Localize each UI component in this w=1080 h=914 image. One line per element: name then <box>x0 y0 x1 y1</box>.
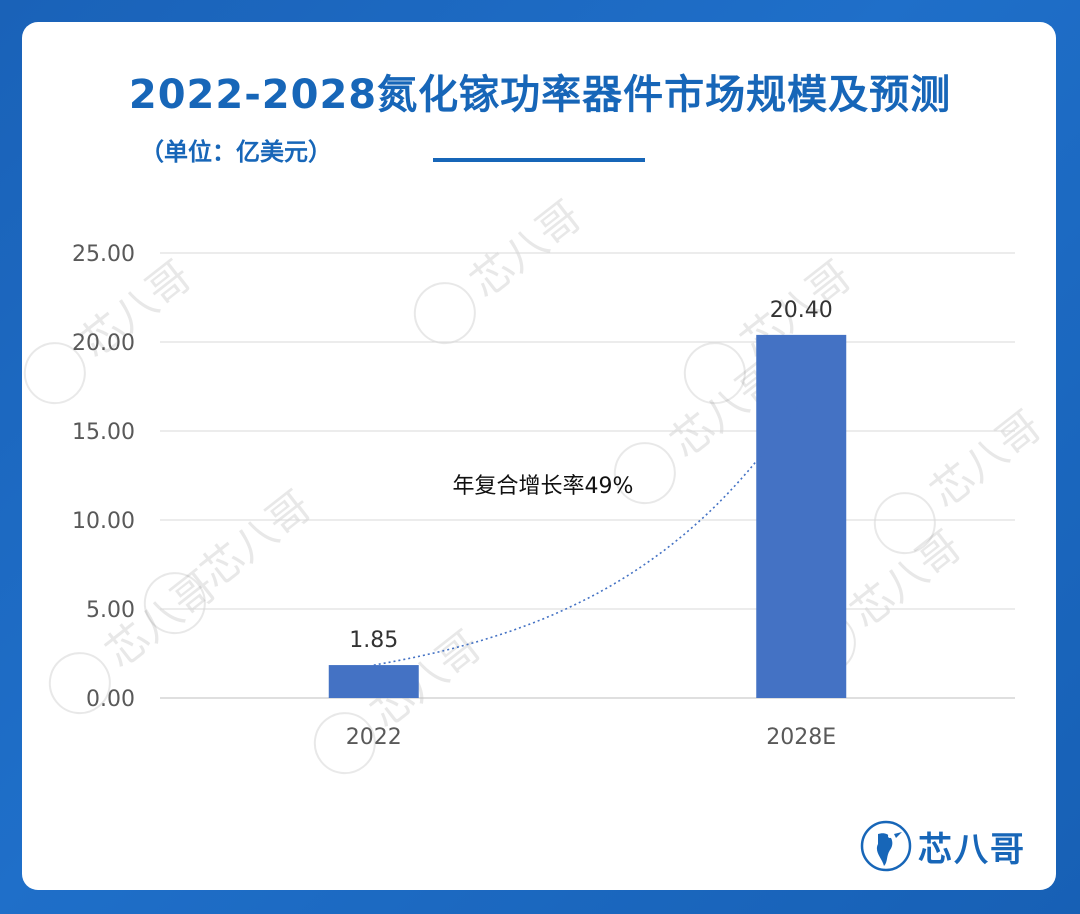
watermark-logo-icon <box>683 342 746 405</box>
y-tick-label: 25.00 <box>72 242 135 267</box>
cagr-annotation: 年复合增长率49% <box>453 474 634 499</box>
chart-card <box>22 22 1056 890</box>
bars <box>328 334 847 698</box>
watermark: 芯八哥 <box>313 621 490 775</box>
watermark-logo-icon <box>313 712 376 775</box>
watermark-logo-icon <box>48 652 111 715</box>
y-tick-label: 5.00 <box>86 598 135 623</box>
grid-lines <box>160 252 1015 699</box>
watermark-logo-icon <box>613 442 676 505</box>
watermark-logo-icon <box>413 282 476 345</box>
watermark-text: 芯八哥 <box>461 191 590 307</box>
chart-title: 2022-2028氮化镓功率器件市场规模及预测 <box>128 72 952 118</box>
x-tick-label: 2028E <box>766 725 836 750</box>
data-labels: 1.85 20.40 <box>349 298 832 653</box>
watermark-logo-icon <box>143 572 206 635</box>
x-axis-ticks: 2022 2028E <box>346 725 836 750</box>
y-tick-label: 0.00 <box>86 687 135 712</box>
data-label: 20.40 <box>770 298 833 323</box>
watermark-logo-icon <box>23 342 86 405</box>
y-tick-label: 15.00 <box>72 420 135 445</box>
brand-logo: 芯八哥 <box>860 820 1026 872</box>
watermark-text: 芯八哥 <box>841 521 970 637</box>
unit-label: （单位：亿美元） <box>140 138 332 166</box>
watermark-text: 芯八哥 <box>921 401 1050 517</box>
trend-line <box>373 399 802 666</box>
y-axis-ticks: 0.00 5.00 10.00 15.00 20.00 25.00 <box>72 242 135 712</box>
watermark-text: 芯八哥 <box>191 481 320 597</box>
y-tick-label: 20.00 <box>72 331 135 356</box>
bar <box>756 334 847 698</box>
trendline <box>373 399 802 666</box>
title-underline <box>433 158 645 162</box>
data-label: 1.85 <box>349 628 398 653</box>
bar <box>328 665 419 698</box>
y-tick-label: 10.00 <box>72 509 135 534</box>
watermark: 芯八哥 <box>413 191 590 345</box>
bird-logo-icon <box>860 820 912 872</box>
watermark-logo-icon <box>873 492 936 555</box>
watermark: 芯八哥 <box>873 401 1050 555</box>
x-tick-label: 2022 <box>346 725 402 750</box>
brand-name: 芯八哥 <box>918 829 1026 870</box>
